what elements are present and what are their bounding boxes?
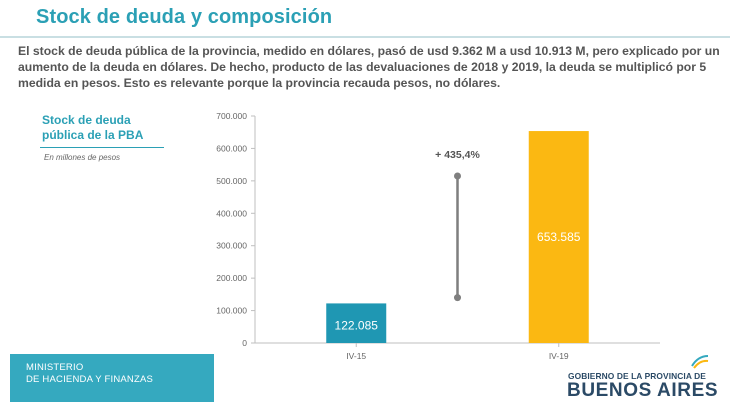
government-logo-line1: GOBIERNO DE LA PROVINCIA DE — [568, 371, 706, 381]
y-tick-label: 400.000 — [216, 208, 247, 218]
y-tick-label: 300.000 — [216, 241, 247, 251]
y-tick-label: 700.000 — [216, 111, 247, 121]
y-tick-label: 0 — [242, 338, 247, 348]
y-tick-label: 500.000 — [216, 176, 247, 186]
x-tick-label: IV-19 — [549, 351, 569, 361]
ministry-footer: MINISTERIO DE HACIENDA Y FINANZAS — [10, 354, 214, 402]
growth-annotation-label: + 435,4% — [435, 149, 480, 161]
chart-units-note: En millones de pesos — [44, 153, 121, 162]
wave-logo-icon — [691, 355, 709, 369]
bar-iv-15 — [326, 303, 387, 343]
bar-iv-19 — [528, 131, 589, 343]
slide-title: Stock de deuda y composición — [36, 6, 333, 28]
growth-arrow-end-dot — [454, 172, 461, 180]
ministry-name: MINISTERIO DE HACIENDA Y FINANZAS — [26, 362, 154, 385]
intro-paragraph: El stock de deuda pública de la provinci… — [18, 44, 720, 90]
y-tick-label: 200.000 — [216, 273, 247, 283]
y-tick-label: 100.000 — [216, 306, 247, 316]
government-logo-line2: BUENOS AIRES — [567, 380, 719, 401]
chart-panel-divider — [40, 147, 164, 148]
chart-panel-title: Stock de deuda pública de la PBA — [42, 113, 144, 142]
bar-value-label: 653.585 — [537, 230, 581, 244]
y-tick-label: 600.000 — [216, 143, 247, 153]
bar-value-label: 122.085 — [335, 318, 379, 332]
title-divider — [0, 36, 730, 38]
x-tick-label: IV-15 — [346, 351, 366, 361]
growth-arrow-start-dot — [454, 294, 461, 302]
